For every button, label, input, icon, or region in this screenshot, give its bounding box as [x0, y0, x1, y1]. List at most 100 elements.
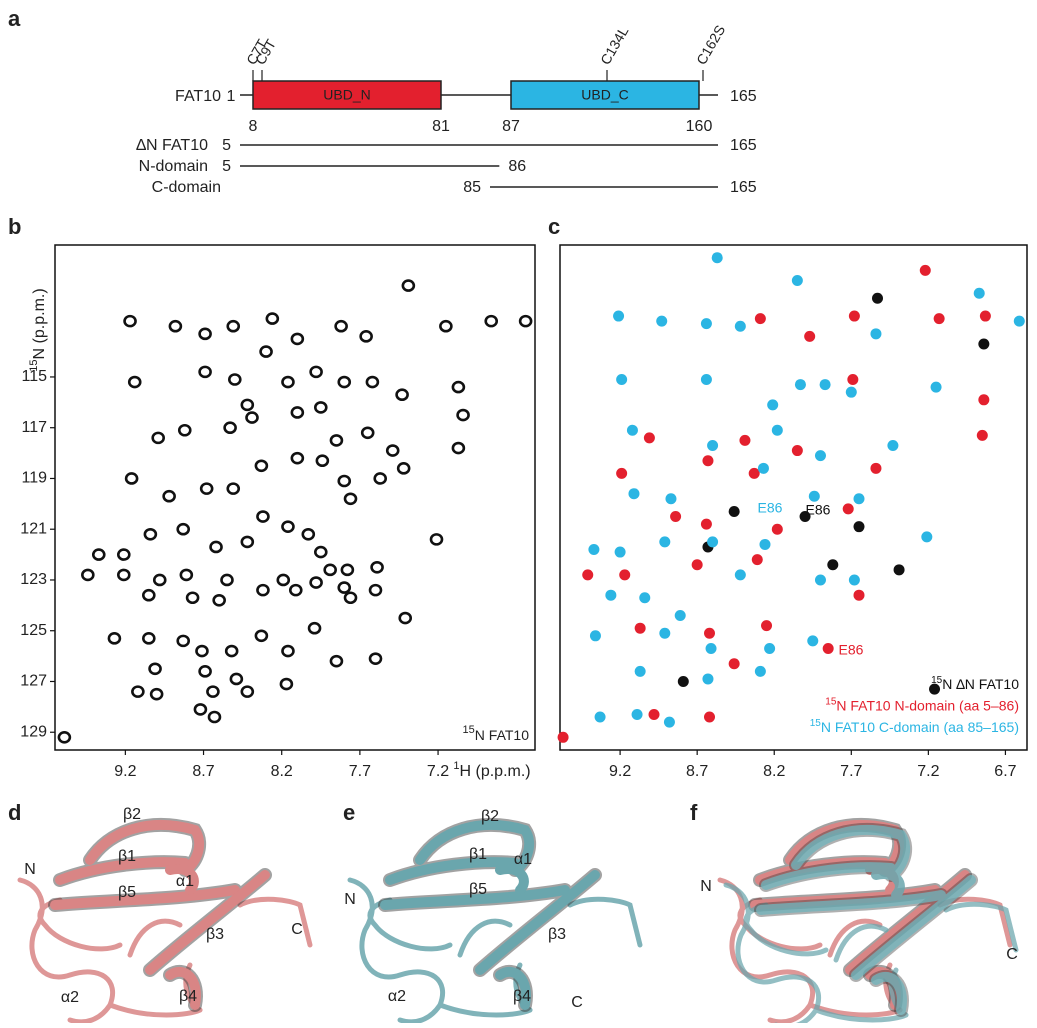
- peak: [887, 439, 899, 451]
- peak: [663, 716, 675, 728]
- peak: [643, 432, 655, 444]
- x-tick-label: 6.7: [994, 763, 1016, 780]
- peak: [259, 345, 273, 358]
- peak: [179, 568, 194, 582]
- x-tick-label: 8.2: [271, 763, 293, 780]
- peak: [228, 373, 242, 386]
- structure-label: β3: [548, 926, 566, 943]
- peak: [808, 490, 820, 502]
- peak: [337, 375, 352, 389]
- peak: [451, 380, 466, 394]
- structure-label: C: [571, 994, 583, 1011]
- peak: [582, 569, 594, 581]
- peak: [631, 708, 643, 720]
- panel-label: d: [8, 800, 21, 825]
- peak: [848, 310, 860, 322]
- peak: [185, 591, 200, 605]
- peak: [81, 568, 95, 582]
- structure-label: C: [291, 921, 303, 938]
- peak: [804, 330, 816, 342]
- x-tick-label: 7.2: [917, 763, 939, 780]
- plot-frame: [559, 244, 1028, 751]
- peak: [254, 629, 269, 643]
- construct-start: 85: [463, 179, 481, 196]
- peak: [224, 644, 239, 658]
- peak: [921, 531, 933, 543]
- legend-name: N FAT10 C-domain (aa 85–165): [821, 719, 1019, 735]
- peak: [176, 634, 191, 648]
- panel-label: b: [8, 214, 21, 239]
- peak: [313, 401, 328, 414]
- peak: [700, 318, 712, 330]
- peak: [212, 593, 226, 607]
- spectrum-label: 15N FAT10: [463, 724, 530, 743]
- domain-name: UBD_N: [323, 87, 370, 103]
- peak: [57, 731, 72, 744]
- peak: [976, 429, 988, 441]
- structure-label: β2: [481, 808, 499, 825]
- peak: [665, 493, 677, 505]
- panel-label: f: [690, 800, 698, 825]
- structure-label: β1: [469, 846, 487, 863]
- peak: [343, 492, 358, 506]
- x-tick-label: 7.2: [427, 763, 449, 780]
- peak: [634, 622, 646, 634]
- y-tick-label: 129: [20, 723, 47, 740]
- structure-label: β5: [118, 884, 136, 901]
- peak: [822, 642, 834, 654]
- peak: [648, 708, 660, 720]
- peak: [142, 588, 156, 602]
- peak: [334, 319, 348, 333]
- peak-annotation: E86: [806, 502, 831, 518]
- legend-entry: 15N ∆N FAT10: [931, 675, 1019, 692]
- domain-name: UBD_C: [581, 87, 628, 103]
- peak: [337, 474, 352, 488]
- peak: [226, 482, 241, 495]
- peak-annotation: E86: [839, 642, 864, 658]
- peak: [979, 310, 991, 322]
- peak: [616, 373, 628, 385]
- y-axis-label-sup: 15: [28, 359, 40, 371]
- peak: [656, 315, 668, 327]
- y-tick-label: 119: [21, 470, 47, 487]
- peak: [429, 533, 444, 546]
- peak: [373, 472, 388, 485]
- peak: [290, 332, 305, 346]
- peak: [791, 275, 803, 287]
- peak: [315, 454, 330, 468]
- peak: [893, 564, 905, 576]
- peak: [209, 540, 223, 554]
- peak: [616, 467, 628, 479]
- structure-label: β1: [118, 848, 136, 865]
- peak: [819, 379, 831, 391]
- peak: [301, 527, 316, 541]
- peak: [827, 559, 839, 571]
- peak: [456, 408, 470, 422]
- y-tick-label: 117: [21, 419, 47, 436]
- construct-end: 86: [508, 158, 526, 175]
- peak: [323, 563, 337, 577]
- peak: [870, 462, 882, 474]
- peak: [223, 421, 237, 435]
- peak: [557, 731, 569, 743]
- plot-frame: [54, 244, 536, 751]
- peak: [1013, 315, 1025, 327]
- peak: [759, 538, 771, 550]
- peak: [198, 365, 212, 379]
- x-axis-label-sup: 1: [453, 760, 459, 772]
- peak: [691, 559, 703, 571]
- peak: [240, 685, 255, 698]
- peak: [199, 482, 214, 495]
- construct-end: 165: [730, 137, 757, 154]
- peak: [451, 441, 466, 455]
- spectrum-label-sup: 15: [463, 724, 475, 736]
- peak: [168, 319, 183, 333]
- peak: [847, 373, 859, 385]
- structure-label: β5: [469, 881, 487, 898]
- peak: [711, 252, 723, 264]
- peak: [142, 632, 156, 645]
- peak: [254, 459, 269, 473]
- peak: [754, 665, 766, 677]
- construct-name: ∆N FAT10: [136, 137, 208, 154]
